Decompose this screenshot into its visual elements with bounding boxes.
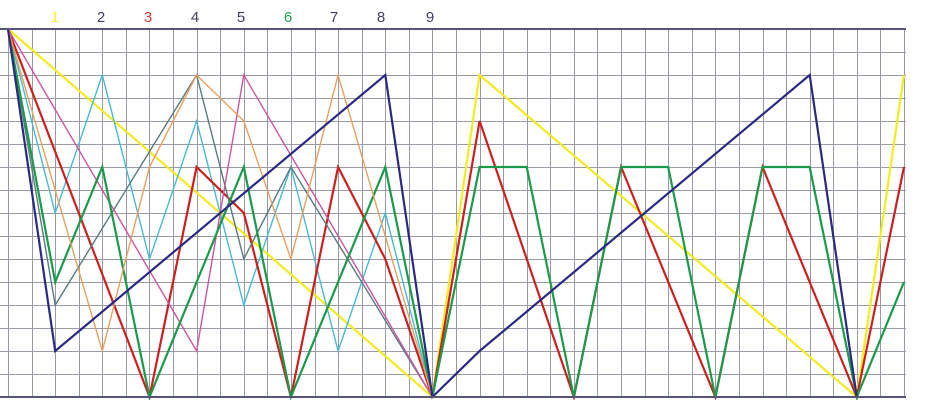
- zigzag-lines: [6, 28, 906, 400]
- column-label-6: 6: [284, 9, 292, 26]
- column-label-8: 8: [377, 9, 385, 26]
- line-1: [7, 28, 906, 400]
- column-label-5: 5: [237, 9, 245, 26]
- column-label-3: 3: [144, 9, 152, 26]
- line-4: [7, 28, 433, 398]
- column-label-7: 7: [330, 9, 338, 26]
- column-label-9: 9: [426, 9, 434, 26]
- column-label-2: 2: [97, 9, 105, 26]
- grid: [0, 29, 906, 398]
- column-label-4: 4: [191, 9, 199, 26]
- line-7: [7, 28, 434, 398]
- column-labels: 1 2 3 4 5 6 7 8 9: [51, 9, 434, 26]
- line-6: [6, 28, 906, 400]
- frame: [0, 28, 906, 398]
- column-label-1: 1: [51, 9, 59, 26]
